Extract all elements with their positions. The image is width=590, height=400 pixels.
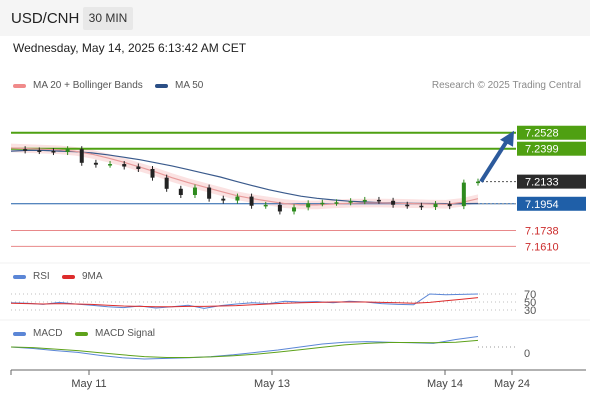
candles xyxy=(23,146,480,215)
candle-body-8 xyxy=(122,164,127,167)
level-label-1: 7.2399 xyxy=(525,144,559,156)
candle-body-31 xyxy=(447,204,452,207)
bollinger-band xyxy=(11,143,478,210)
rsi-swatch xyxy=(13,274,26,279)
bollinger-band-area xyxy=(11,143,478,210)
symbol-title: USD/CNH xyxy=(11,10,80,27)
legend-ma9: 9MA xyxy=(62,271,103,282)
ma20-line xyxy=(10,147,479,206)
macd-panel: 0 xyxy=(10,336,530,360)
ma50-swatch xyxy=(155,83,168,88)
candle-body-10 xyxy=(150,168,155,178)
level-badge-0 xyxy=(517,125,586,140)
macd-swatch xyxy=(13,331,26,336)
candle-body-23 xyxy=(334,202,339,204)
legend-ma9-label: 9MA xyxy=(82,271,103,282)
level-label-3: 7.1954 xyxy=(525,199,559,211)
macd-tick-0: 0 xyxy=(524,348,530,360)
legend-ma20-label: MA 20 + Bollinger Bands xyxy=(33,80,143,91)
candle-body-33 xyxy=(476,181,480,184)
legend-macd-label: MACD xyxy=(33,328,63,339)
signal-swatch xyxy=(75,331,88,336)
macd-line xyxy=(10,336,479,360)
candle-body-32 xyxy=(461,182,466,207)
level-label-4: 7.1738 xyxy=(525,226,559,238)
candle-body-29 xyxy=(419,205,424,208)
ma20-swatch xyxy=(13,83,26,88)
forecast-arrow-shaft xyxy=(479,136,511,183)
rsi-ma9-line xyxy=(10,297,479,308)
x-tick-label-0: May 11 xyxy=(71,378,106,390)
x-tick-label-2: May 14 xyxy=(427,378,463,390)
x-tick-label-3: May 24 xyxy=(494,378,530,390)
candle-body-20 xyxy=(292,207,297,212)
candle-body-7 xyxy=(108,164,113,166)
candle-body-24 xyxy=(348,201,353,203)
candle-body-22 xyxy=(320,202,325,205)
level-badge-1 xyxy=(517,141,586,156)
timeframe-badge[interactable]: 30 MIN xyxy=(83,7,133,30)
candle-body-14 xyxy=(207,187,212,199)
level-label-2: 7.2133 xyxy=(525,177,559,189)
candle-body-30 xyxy=(433,204,438,207)
legend-ma50-label: MA 50 xyxy=(175,80,204,91)
forecast-arrow-head xyxy=(500,130,514,147)
candle-body-28 xyxy=(405,204,410,207)
datetime-label: Wednesday, May 14, 2025 6:13:42 AM CET xyxy=(13,41,247,55)
legend-macd-signal: MACD Signal xyxy=(75,328,155,339)
candle-body-15 xyxy=(221,198,226,201)
candle-body-17 xyxy=(249,196,254,206)
level-badge-3 xyxy=(517,196,586,211)
level-badge-2 xyxy=(517,174,586,189)
panel-separators xyxy=(0,262,590,375)
legend-rsi-label: RSI xyxy=(33,271,50,282)
candle-body-16 xyxy=(235,196,240,201)
macd-signal-line xyxy=(10,339,479,358)
candle-body-2 xyxy=(37,150,42,152)
x-axis: May 11 May 13 May 14 May 24 xyxy=(71,370,530,390)
candle-body-25 xyxy=(362,199,367,202)
level-label-5: 7.1610 xyxy=(525,241,559,253)
candle-body-11 xyxy=(164,177,169,189)
candle-body-1 xyxy=(23,149,28,151)
credit-label: Research © 2025 Trading Central xyxy=(431,80,581,91)
candle-body-21 xyxy=(306,203,311,208)
candle-body-6 xyxy=(93,162,98,165)
header-bar: USD/CNH 30 MIN xyxy=(0,0,590,36)
rsi-tick-1: 50 xyxy=(524,297,536,309)
candle-body-18 xyxy=(263,204,268,207)
candle-body-9 xyxy=(136,166,141,169)
candle-body-27 xyxy=(391,200,396,205)
x-tick-label-1: May 13 xyxy=(254,378,290,390)
rsi-tick-2: 30 xyxy=(524,305,536,317)
moving-averages xyxy=(10,147,479,206)
candle-body-26 xyxy=(376,199,381,202)
candle-body-3 xyxy=(51,151,56,153)
candle-body-13 xyxy=(192,187,197,195)
legend-rsi: RSI xyxy=(13,271,50,282)
candle-body-12 xyxy=(178,188,183,195)
price-level-labels: 7.2528 7.2399 7.2133 7.1954 7.1738 7.1610 xyxy=(517,125,586,253)
candle-body-5 xyxy=(79,149,84,163)
ma9-swatch xyxy=(62,274,75,279)
legend-ma20: MA 20 + Bollinger Bands xyxy=(13,80,143,91)
level-label-0: 7.2528 xyxy=(525,128,559,140)
rsi-tick-0: 70 xyxy=(524,289,536,301)
rsi-line xyxy=(10,293,479,309)
forecast-arrow xyxy=(479,130,514,183)
legend-ma50: MA 50 xyxy=(155,80,203,91)
legend-signal-label: MACD Signal xyxy=(95,328,156,339)
candle-body-4 xyxy=(65,149,70,153)
candle-body-19 xyxy=(277,204,282,212)
legend-macd: MACD xyxy=(13,328,62,339)
